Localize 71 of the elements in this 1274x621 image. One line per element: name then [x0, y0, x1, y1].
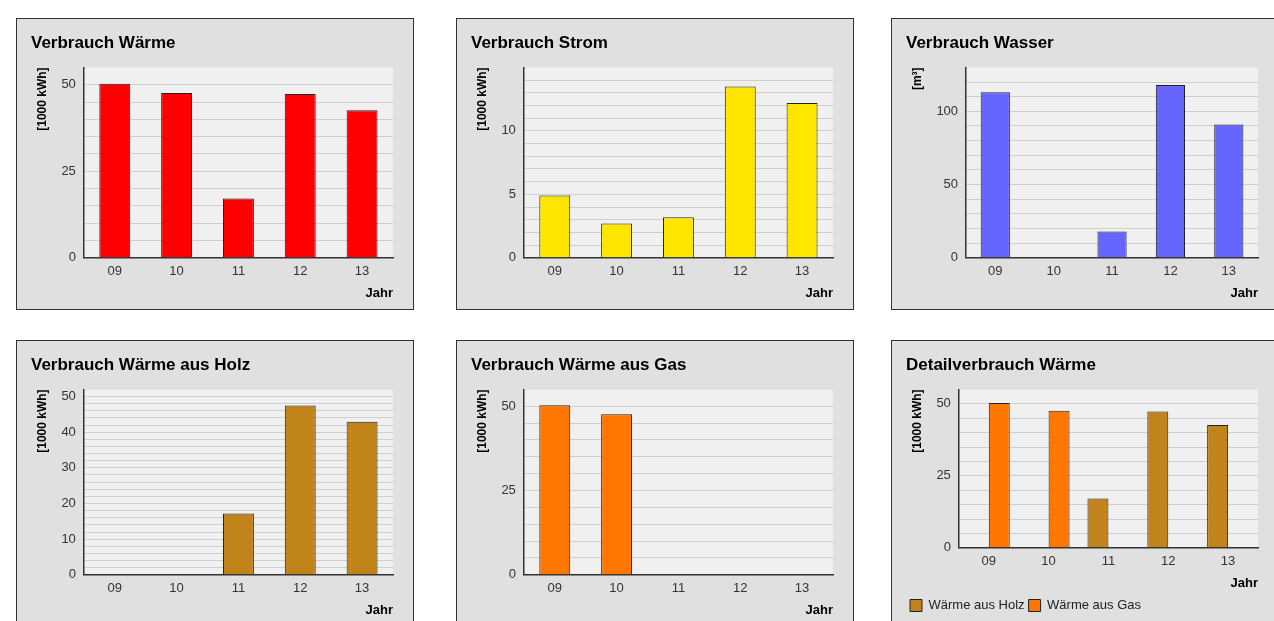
- x-tick-label: 13: [794, 580, 810, 596]
- y-axis-title: [1000 kWh]: [34, 67, 49, 131]
- chart-title: Verbrauch Wärme aus Gas: [471, 354, 687, 374]
- x-tick-label: 09: [547, 263, 563, 279]
- x-tick-label: 09: [107, 263, 123, 279]
- x-axis-title: Jahr: [365, 284, 393, 300]
- chart-title: Detailverbrauch Wärme: [906, 354, 1096, 374]
- legend-label: Wärme aus Holz: [928, 597, 1025, 613]
- x-tick-label: 10: [1041, 553, 1056, 569]
- x-tick-label: 11: [1101, 553, 1116, 569]
- y-axis-title: [1000 kWh]: [34, 389, 49, 453]
- x-axis-title: Jahr: [1230, 284, 1258, 300]
- y-tick-label: 10: [501, 122, 516, 138]
- x-tick-label: 09: [981, 553, 997, 569]
- x-tick-label: 13: [1220, 553, 1236, 569]
- y-tick-label: 0: [68, 249, 76, 265]
- y-axis-title: [1000 kWh]: [909, 389, 924, 453]
- y-tick-label: 0: [68, 566, 76, 582]
- chart-title: Verbrauch Wärme: [31, 32, 176, 52]
- y-tick-label: 50: [61, 76, 76, 92]
- y-tick-label: 25: [936, 467, 951, 483]
- chart-title: Verbrauch Wärme aus Holz: [31, 354, 251, 374]
- y-tick-label: 0: [943, 539, 951, 555]
- x-tick-label: 10: [169, 580, 184, 596]
- x-tick-label: 13: [354, 580, 370, 596]
- x-tick-label: 12: [1161, 553, 1176, 569]
- chart-title: Verbrauch Wasser: [906, 32, 1055, 52]
- x-tick-label: 13: [794, 263, 810, 279]
- x-tick-label: 09: [547, 580, 563, 596]
- y-tick-label: 50: [943, 176, 959, 192]
- y-tick-label: 50: [61, 388, 76, 404]
- x-tick-label: 13: [354, 263, 370, 279]
- y-tick-label: 0: [508, 249, 516, 265]
- x-axis-title: Jahr: [1230, 574, 1258, 590]
- y-tick-label: 0: [950, 249, 959, 265]
- x-tick-label: 12: [733, 263, 748, 279]
- x-tick-label: 12: [733, 580, 748, 596]
- x-axis-title: Jahr: [805, 601, 833, 617]
- y-tick-label: 0: [508, 566, 516, 582]
- x-tick-label: 11: [671, 580, 686, 596]
- y-tick-label: 100: [936, 102, 959, 118]
- x-tick-label: 12: [293, 263, 308, 279]
- y-tick-label: 40: [61, 423, 76, 439]
- y-tick-label: 50: [936, 395, 951, 411]
- legend-label: Wärme aus Gas: [1047, 597, 1142, 613]
- x-tick-label: 13: [1221, 263, 1237, 279]
- x-axis-title: Jahr: [365, 601, 393, 617]
- x-tick-label: 11: [231, 263, 246, 279]
- y-tick-label: 5: [508, 185, 516, 201]
- x-tick-label: 09: [988, 263, 1003, 279]
- y-axis-title: [1000 kWh]: [474, 389, 489, 453]
- chart-title: Verbrauch Strom: [471, 32, 608, 52]
- x-tick-label: 11: [1105, 263, 1119, 279]
- x-tick-label: 11: [231, 580, 246, 596]
- x-tick-label: 10: [169, 263, 184, 279]
- x-tick-label: 10: [609, 580, 624, 596]
- y-tick-label: 25: [61, 162, 76, 178]
- y-axis-title: [m³]: [909, 67, 924, 91]
- x-tick-label: 09: [107, 580, 123, 596]
- x-tick-label: 11: [671, 263, 686, 279]
- x-tick-label: 12: [293, 580, 308, 596]
- y-tick-label: 25: [501, 482, 516, 498]
- x-axis-title: Jahr: [805, 284, 833, 300]
- y-tick-label: 30: [61, 459, 76, 475]
- x-tick-label: 10: [609, 263, 624, 279]
- y-tick-label: 20: [61, 495, 76, 511]
- y-axis-title: [1000 kWh]: [474, 67, 489, 131]
- y-tick-label: 50: [501, 397, 516, 413]
- x-tick-label: 10: [1046, 263, 1061, 279]
- y-tick-label: 10: [61, 530, 76, 546]
- x-tick-label: 12: [1163, 263, 1178, 279]
